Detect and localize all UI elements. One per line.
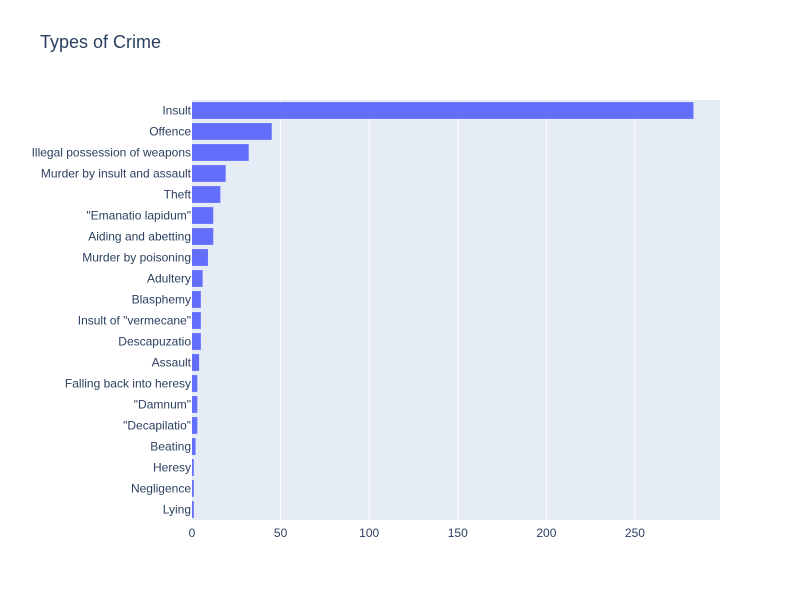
y-tick-label: Lying — [163, 503, 191, 517]
y-tick-label: "Decapilatio" — [123, 419, 191, 433]
chart-title: Types of Crime — [40, 32, 162, 52]
y-tick-label: Descapuzatio — [118, 335, 191, 349]
y-tick-label: Offence — [149, 125, 191, 139]
y-tick-label: Murder by poisoning — [82, 251, 191, 265]
x-tick-labels: 0 50 100 150 200 250 — [189, 526, 646, 540]
x-tick-label: 100 — [359, 526, 379, 540]
bar[interactable] — [192, 396, 198, 413]
bar[interactable] — [192, 354, 200, 371]
y-tick-label: Theft — [164, 188, 192, 202]
x-tick-label: 200 — [536, 526, 556, 540]
bar[interactable] — [192, 228, 214, 245]
bar[interactable] — [192, 207, 214, 224]
bars — [192, 102, 694, 518]
bar[interactable] — [192, 102, 694, 119]
bar[interactable] — [192, 375, 198, 392]
bar[interactable] — [192, 144, 249, 161]
y-tick-label: Illegal possession of weapons — [32, 146, 191, 160]
bar[interactable] — [192, 270, 203, 287]
bar[interactable] — [192, 417, 198, 434]
y-tick-label: Insult of "vermecane" — [78, 314, 191, 328]
bar[interactable] — [192, 165, 226, 182]
y-tick-label: Aiding and abetting — [88, 230, 191, 244]
y-tick-labels: Insult Offence Illegal possession of weapo… — [32, 104, 192, 517]
grid-lines — [280, 100, 636, 520]
bar[interactable] — [192, 333, 201, 350]
bar[interactable] — [192, 249, 208, 266]
bar[interactable] — [192, 123, 272, 140]
y-tick-label: Adultery — [147, 272, 191, 286]
y-tick-label: Negligence — [131, 482, 191, 496]
x-tick-label: 250 — [625, 526, 645, 540]
x-tick-label: 50 — [274, 526, 288, 540]
bar[interactable] — [192, 459, 194, 476]
y-tick-label: Beating — [150, 440, 191, 454]
bar[interactable] — [192, 480, 194, 497]
y-tick-label: Heresy — [153, 461, 191, 475]
y-tick-label: Murder by insult and assault — [41, 167, 192, 181]
plot-background — [192, 100, 720, 520]
x-tick-label: 0 — [189, 526, 196, 540]
bar[interactable] — [192, 501, 194, 518]
bar[interactable] — [192, 186, 221, 203]
bar[interactable] — [192, 291, 201, 308]
y-tick-label: "Damnum" — [134, 398, 191, 412]
y-tick-label: Assault — [152, 356, 192, 370]
y-tick-label: Blasphemy — [132, 293, 191, 307]
bar[interactable] — [192, 438, 196, 455]
bar[interactable] — [192, 312, 201, 329]
y-tick-label: Insult — [162, 104, 191, 118]
y-tick-label: "Emanatio lapidum" — [86, 209, 191, 223]
x-tick-label: 150 — [448, 526, 468, 540]
y-tick-label: Falling back into heresy — [65, 377, 191, 391]
